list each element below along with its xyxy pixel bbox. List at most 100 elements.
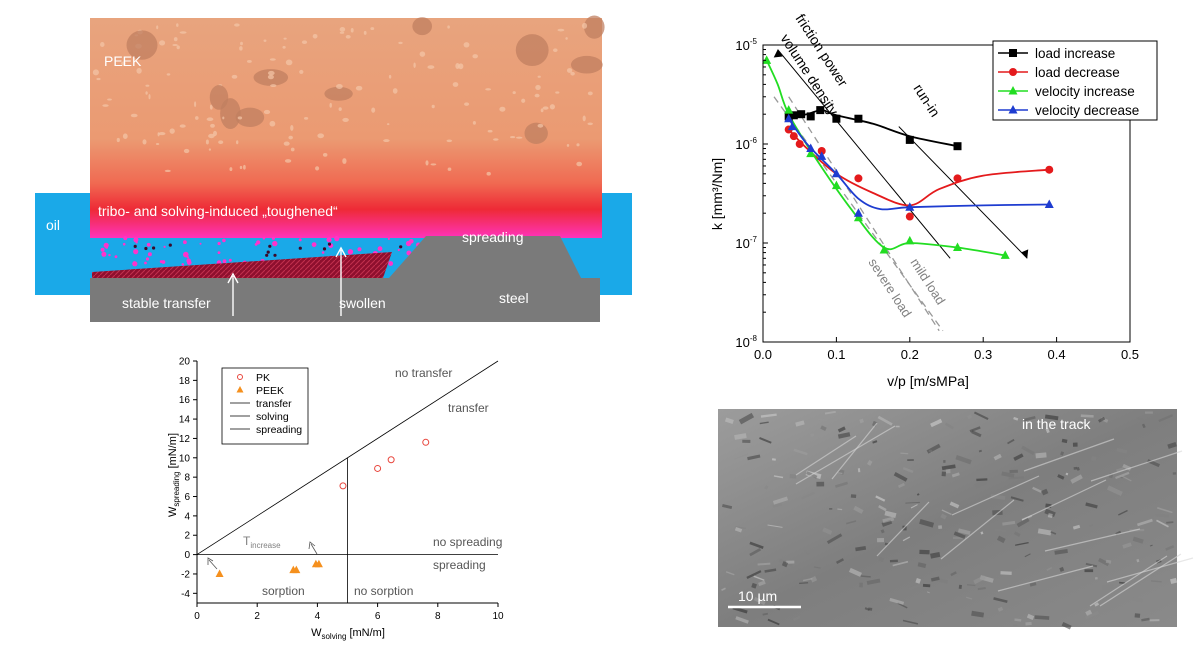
sem-feature [945, 468, 951, 474]
peek-grain [218, 140, 224, 145]
peek-grain [431, 104, 435, 109]
sem-feature [1156, 519, 1169, 528]
sem-feature [1041, 488, 1049, 496]
load-decrease-point [817, 146, 826, 155]
peek-grain [370, 27, 375, 31]
sem-streak [951, 475, 1040, 516]
spreading-region-label: spreading [433, 558, 486, 572]
peek-grain [566, 143, 570, 147]
velocity-increase-curve [765, 59, 1006, 257]
transfer-particle-dark [327, 242, 332, 246]
sem-feature [1015, 541, 1029, 546]
transfer-particle [181, 263, 185, 266]
sem-feature [889, 597, 905, 605]
sem-feature [1072, 524, 1081, 530]
wetting-x-tick-label: 4 [315, 611, 321, 622]
peek-grain [92, 69, 99, 76]
sem-feature [734, 433, 747, 440]
run-in-line [898, 126, 1028, 259]
transfer-particle-dark [268, 244, 272, 248]
sem-feature [930, 418, 943, 428]
wear-x-tick-label: 0.2 [901, 347, 919, 362]
sem-feature [742, 439, 751, 443]
peek-grain [455, 63, 460, 69]
peek-grain [363, 30, 367, 35]
peek-grain [317, 133, 325, 139]
peek-grain [263, 39, 267, 42]
sem-feature [877, 415, 893, 426]
sem-feature [810, 576, 818, 583]
sem-feature [941, 471, 947, 477]
sem-feature [1061, 621, 1072, 630]
velocity-decrease-point [787, 121, 797, 131]
sem-feature [943, 597, 954, 602]
wear-legend-marker [1009, 49, 1017, 57]
transfer-particle-dark [273, 253, 277, 257]
peek-grain [283, 37, 287, 40]
peek-grain [576, 143, 580, 147]
peek-grain [515, 34, 549, 67]
transfer-particle [298, 238, 302, 242]
velocity-decrease-point [806, 143, 816, 153]
sem-feature [1155, 513, 1169, 518]
velocity-increase-point [762, 55, 772, 64]
sem-feature [751, 582, 757, 589]
sem-feature [846, 520, 857, 525]
sem-feature [1132, 536, 1144, 544]
sem-feature [866, 459, 873, 466]
load-increase-point [953, 142, 962, 151]
sem-feature [955, 455, 972, 465]
sem-feature [868, 607, 873, 611]
sem-feature [1057, 474, 1065, 480]
sem-feature [940, 513, 947, 520]
wetting-y-tick-label: -2 [181, 569, 190, 580]
sem-feature [1141, 617, 1150, 622]
peek-grain [166, 73, 171, 76]
peek-grain [537, 123, 544, 128]
wear-x-tick-label: 0.3 [974, 347, 992, 362]
sem-feature [767, 618, 780, 626]
load-decrease-point [854, 174, 863, 183]
sem-feature [973, 575, 986, 585]
severe-load-label: severe load [865, 255, 914, 320]
sorption-label: sorption [262, 584, 305, 598]
transfer-particle [163, 245, 166, 248]
peek-grain [472, 54, 478, 59]
pk-point [374, 464, 382, 472]
sem-feature [721, 587, 726, 592]
sem-feature [1170, 577, 1178, 585]
peek-grain [345, 34, 351, 39]
wetting-x-tick-label: 2 [254, 611, 260, 622]
wetting-x-tick-label: 6 [375, 611, 381, 622]
sem-feature [922, 583, 931, 588]
transfer-particle [256, 240, 261, 245]
peek-grain [269, 120, 276, 127]
sem-feature [1014, 618, 1022, 622]
sem-streak [1023, 438, 1115, 472]
sem-feature [735, 526, 747, 530]
sem-feature [1105, 559, 1112, 564]
peek-grain [515, 136, 523, 139]
sem-feature [1172, 472, 1177, 475]
pk-point [387, 456, 395, 464]
no-sorption-label: no sorption [354, 584, 413, 598]
velocity-increase-point [853, 212, 863, 222]
sem-feature [1061, 438, 1068, 444]
sem-streak [1090, 450, 1183, 482]
sem-feature [1002, 520, 1016, 526]
sem-feature [1007, 438, 1015, 445]
peek-grain [235, 107, 265, 128]
transfer-particle [187, 260, 192, 265]
load-decrease-curve [788, 128, 1050, 207]
peek-grain [486, 171, 491, 176]
velocity-decrease-point [1044, 199, 1054, 208]
steel-label: steel [499, 290, 529, 306]
sem-feature [762, 612, 769, 616]
sem-feature [875, 495, 886, 502]
sem-feature [793, 448, 808, 456]
sem-feature [1060, 451, 1065, 456]
sem-feature [826, 533, 843, 545]
peek-grain [243, 164, 246, 170]
sem-feature [824, 410, 836, 415]
stable-transfer-arrowhead [227, 272, 239, 284]
